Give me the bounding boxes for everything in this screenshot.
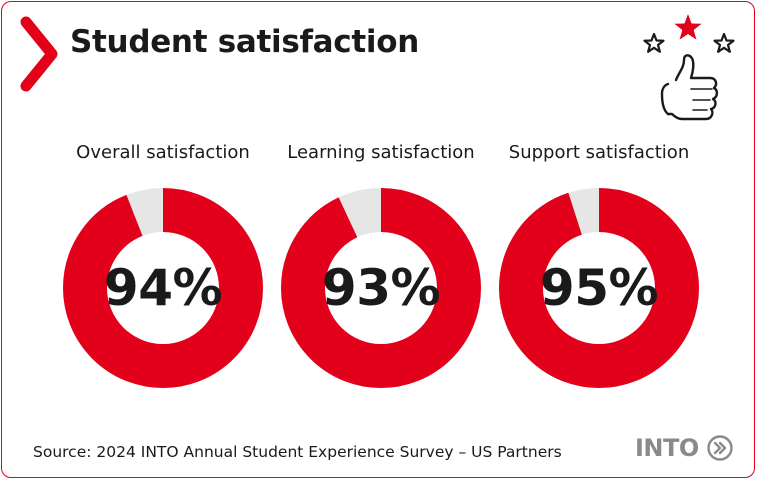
logo-text: INTO: [635, 434, 699, 462]
donut-value: 93%: [321, 259, 441, 317]
chevron-right-icon: [20, 16, 58, 92]
into-logo: INTO: [635, 432, 735, 464]
star-icon-red: [674, 14, 702, 40]
donut-value-arc: [499, 188, 699, 388]
donut-chart: [63, 188, 263, 388]
source-note: Source: 2024 INTO Annual Student Experie…: [33, 443, 562, 461]
thumbs-up-stars-icon: [643, 14, 735, 121]
page-title: Student satisfaction: [70, 24, 419, 60]
donut-chart: [281, 188, 481, 388]
donut-label: Overall satisfaction: [76, 142, 250, 163]
donut-value-arc: [281, 188, 481, 388]
donut-value: 95%: [539, 259, 659, 317]
donut-label: Learning satisfaction: [287, 142, 475, 163]
donut-support: Support satisfaction 95%: [484, 142, 714, 392]
donut-learning: Learning satisfaction 93%: [266, 142, 496, 392]
thumb-icon: [666, 54, 719, 121]
star-icon-right: [713, 32, 735, 53]
donut-label: Support satisfaction: [508, 142, 690, 163]
star-icon-left: [643, 32, 665, 53]
donut-overall: Overall satisfaction 94%: [48, 142, 278, 392]
donut-value-arc: [63, 188, 263, 388]
donut-chart: [499, 188, 699, 388]
double-chevron-circle-icon: [707, 435, 733, 461]
donut-value: 94%: [103, 259, 223, 317]
